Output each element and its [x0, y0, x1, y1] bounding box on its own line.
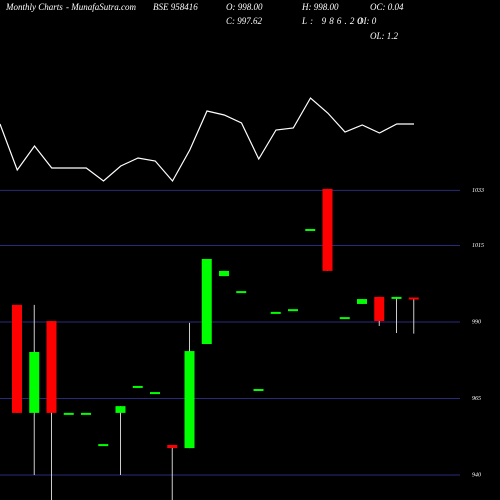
candle-body [339, 317, 350, 320]
candle-body [81, 412, 91, 415]
symbol: BSE 958416 [153, 2, 198, 12]
candle-body [253, 389, 264, 392]
candle-body [391, 296, 402, 299]
candle-body [29, 351, 40, 413]
candle-body [46, 321, 57, 413]
open: O: 998.00 [226, 2, 263, 12]
site: - MunafaSutra.com [66, 2, 136, 12]
line [0, 97, 414, 183]
candle-body [305, 228, 316, 231]
candle-body [374, 296, 385, 322]
oc: OC: 0.04 [370, 2, 404, 12]
high: H: 998.00 [301, 2, 339, 12]
candle-body [150, 392, 160, 395]
candle-body [322, 188, 333, 271]
candle-body [184, 351, 195, 449]
candle-body [357, 299, 367, 304]
candle-body [98, 444, 109, 447]
candle-body [132, 385, 143, 388]
candle-body [288, 309, 298, 312]
candle-body [115, 406, 126, 413]
candle-body [219, 270, 229, 277]
candle-body [167, 445, 178, 449]
y-tick-label: 965 [472, 396, 481, 402]
chart-title: Monthly Charts [5, 2, 63, 12]
candle-body [12, 304, 22, 413]
y-tick-label: 1015 [472, 243, 484, 249]
candle-body [201, 258, 212, 345]
y-tick-label: 990 [472, 319, 481, 325]
candle-body [408, 297, 419, 300]
ol: OL: 1.2 [370, 31, 399, 41]
y-tick-label: 1033 [472, 188, 484, 194]
candle-body [63, 412, 74, 415]
low: L: 986.20 [301, 16, 363, 26]
close: C: 997.62 [226, 16, 263, 26]
oi: OI: 0 [357, 16, 377, 26]
y-tick-label: 940 [472, 471, 481, 478]
candle-body [236, 291, 247, 294]
candle-body [270, 311, 281, 314]
